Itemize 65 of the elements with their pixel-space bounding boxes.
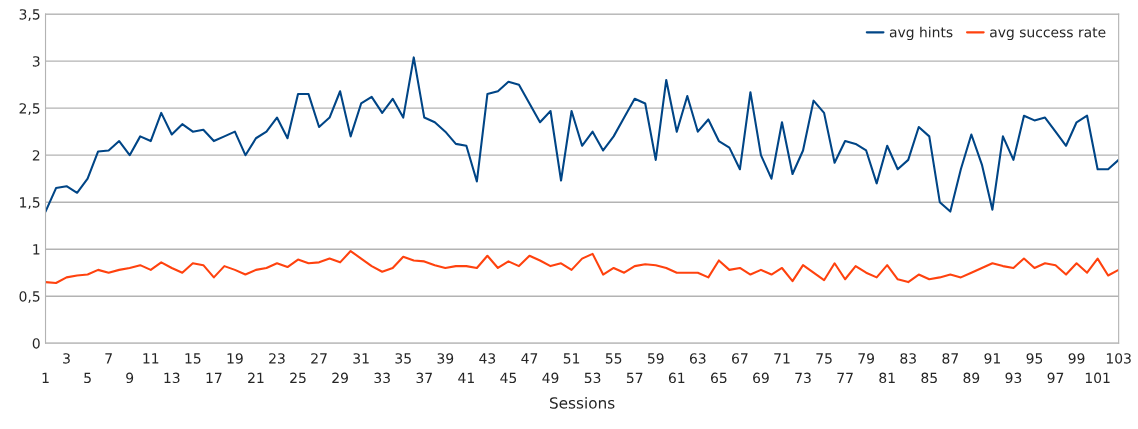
- x-tick-label: 99: [1068, 353, 1085, 364]
- x-tick-label: 3: [63, 353, 70, 364]
- x-tick-label: 87: [942, 353, 958, 364]
- x-tick-label: 103: [1106, 353, 1131, 364]
- x-tick-label: 1: [42, 372, 49, 383]
- legend-label: avg success rate: [990, 27, 1106, 41]
- y-tick-label: 3,5: [19, 9, 40, 22]
- x-tick-label: 15: [185, 353, 201, 364]
- x-tick-label: 19: [227, 353, 243, 364]
- x-tick-label: 65: [710, 372, 727, 384]
- y-tick-label: 3: [32, 56, 40, 67]
- x-tick-label: 21: [248, 372, 264, 383]
- x-tick-label: 25: [290, 372, 306, 384]
- x-tick-label: 77: [837, 372, 853, 383]
- y-tick-label: 0,5: [19, 291, 40, 304]
- x-tick-label: 83: [900, 353, 916, 364]
- x-tick-label: 31: [353, 353, 369, 364]
- x-tick-label: 57: [626, 372, 643, 384]
- x-tick-label: 79: [858, 353, 875, 364]
- x-tick-label: 27: [311, 353, 327, 364]
- x-tick-label: 39: [437, 353, 454, 364]
- x-tick-label: 33: [374, 372, 390, 384]
- y-tick-label: 1,5: [20, 197, 40, 210]
- x-tick-label: 9: [126, 372, 134, 384]
- y-tick-label: 2: [32, 150, 40, 161]
- x-tick-label: 93: [1005, 372, 1022, 384]
- x-tick-label: 91: [984, 353, 1000, 364]
- y-tick-label: 1: [33, 244, 40, 255]
- x-tick-label: 63: [689, 353, 706, 364]
- legend-label: avg hints: [889, 26, 953, 41]
- x-tick-label: 51: [563, 353, 580, 364]
- x-tick-label: 41: [458, 372, 474, 383]
- x-tick-label: 5: [84, 372, 91, 384]
- x-tick-label: 29: [332, 372, 348, 384]
- x-tick-label: 37: [416, 372, 432, 384]
- x-tick-label: 101: [1085, 372, 1110, 384]
- x-tick-label: 95: [1026, 353, 1043, 364]
- x-tick-label: 89: [963, 372, 980, 384]
- x-tick-label: 7: [105, 353, 112, 364]
- x-tick-label: 47: [521, 353, 538, 364]
- x-tick-label: 35: [395, 353, 411, 364]
- x-tick-label: 11: [143, 353, 159, 364]
- line-series: [45, 250, 1119, 285]
- x-tick-label: 23: [269, 353, 285, 364]
- x-tick-label: 59: [647, 353, 664, 364]
- x-tick-label: 55: [605, 353, 622, 364]
- x-tick-label: 49: [542, 372, 559, 384]
- x-tick-label: 13: [164, 372, 180, 384]
- x-axis-title: Sessions: [549, 396, 615, 409]
- x-tick-label: 53: [584, 372, 601, 384]
- y-tick-label: 2,5: [19, 103, 40, 116]
- y-tick-label: 0: [32, 338, 40, 349]
- x-tick-label: 85: [921, 372, 937, 384]
- x-tick-label: 67: [732, 353, 748, 364]
- line-series: [45, 56, 1119, 213]
- x-tick-label: 75: [816, 353, 832, 364]
- x-tick-label: 71: [774, 353, 790, 364]
- x-tick-label: 61: [668, 372, 685, 384]
- x-tick-label: 69: [753, 372, 769, 384]
- x-tick-label: 43: [479, 353, 496, 364]
- x-tick-label: 45: [500, 372, 517, 384]
- x-tick-label: 81: [879, 372, 895, 384]
- x-tick-label: 17: [206, 372, 222, 383]
- x-tick-label: 97: [1047, 372, 1064, 384]
- x-tick-label: 73: [795, 372, 811, 384]
